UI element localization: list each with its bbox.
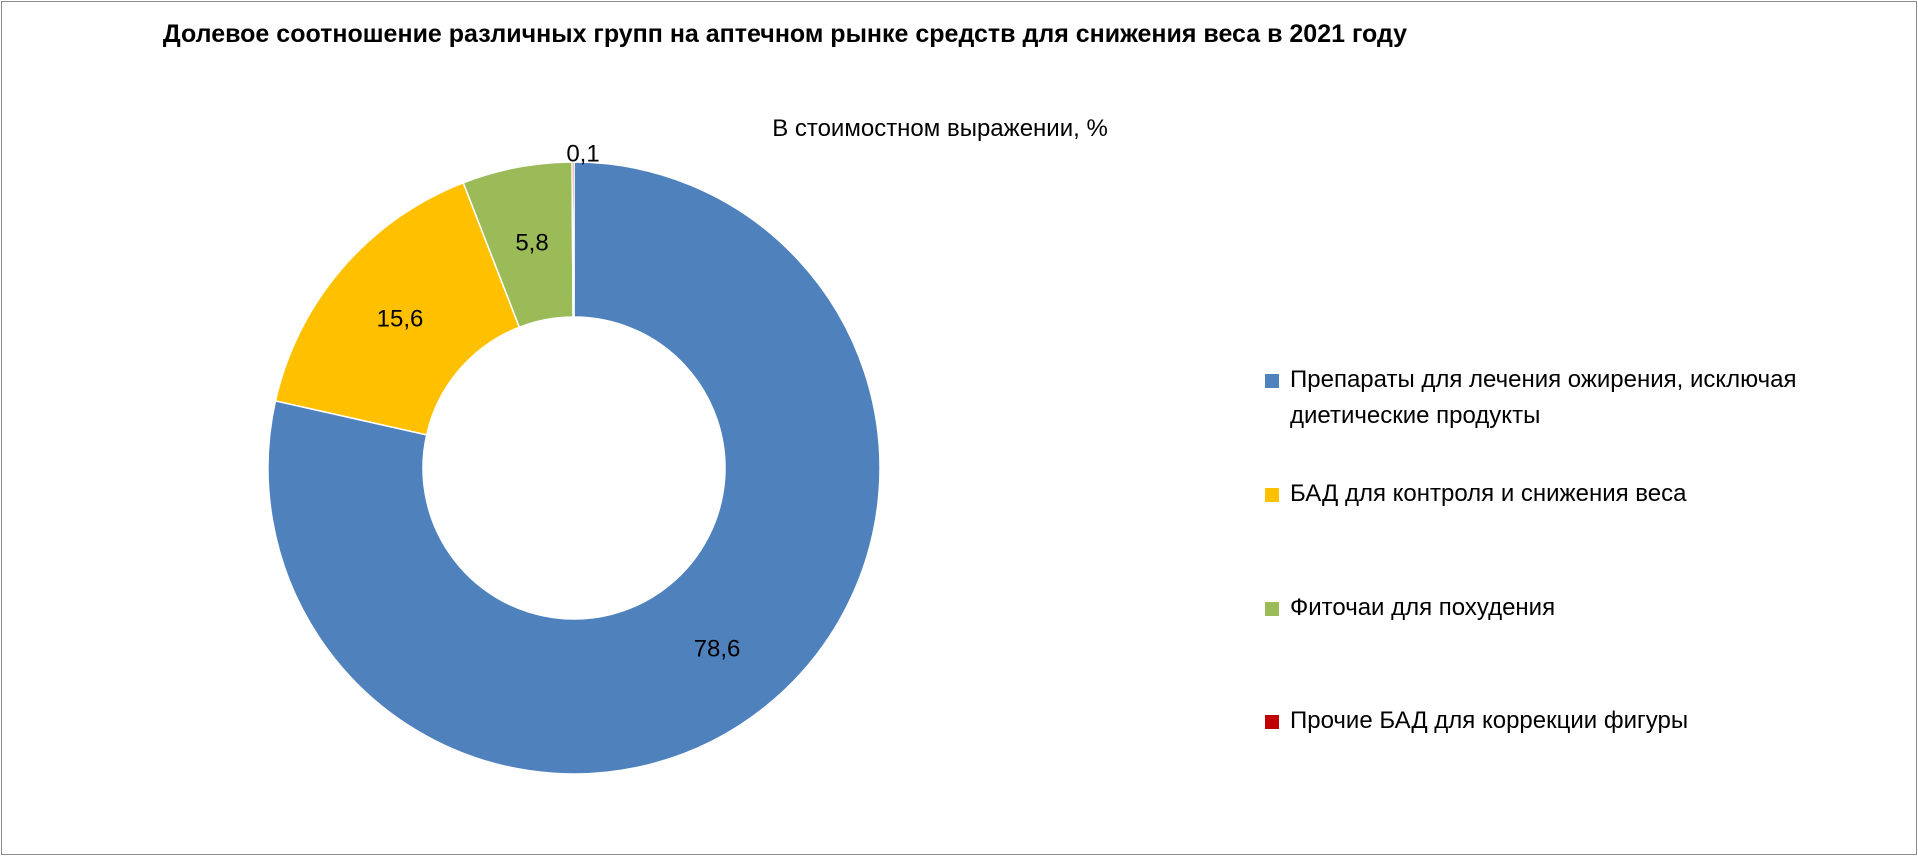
data-label: 78,6 — [694, 635, 741, 662]
data-label: 5,8 — [515, 229, 548, 256]
slice-bad-weight-control — [274, 181, 521, 436]
legend-label: БАД для контроля и снижения веса — [1290, 480, 1687, 507]
slice-other-bad — [571, 161, 575, 318]
slice-obesity-drugs — [267, 161, 881, 775]
legend-label: Фиточаи для похудения — [1290, 594, 1556, 621]
chart-title: Долевое соотношение различных групп на а… — [162, 20, 1408, 48]
legend-label: Препараты для лечения ожирения, исключая… — [1290, 366, 1797, 429]
legend-swatch — [1265, 715, 1279, 729]
legend-swatch — [1265, 488, 1279, 502]
legend-swatch — [1265, 602, 1279, 616]
data-label: 0,1 — [566, 140, 599, 167]
legend-swatch — [1265, 374, 1279, 388]
legend-label: Прочие БАД для коррекции фигуры — [1290, 707, 1689, 734]
data-label: 15,6 — [377, 305, 424, 332]
chart-subtitle: В стоимостном выражении, % — [772, 115, 1108, 142]
